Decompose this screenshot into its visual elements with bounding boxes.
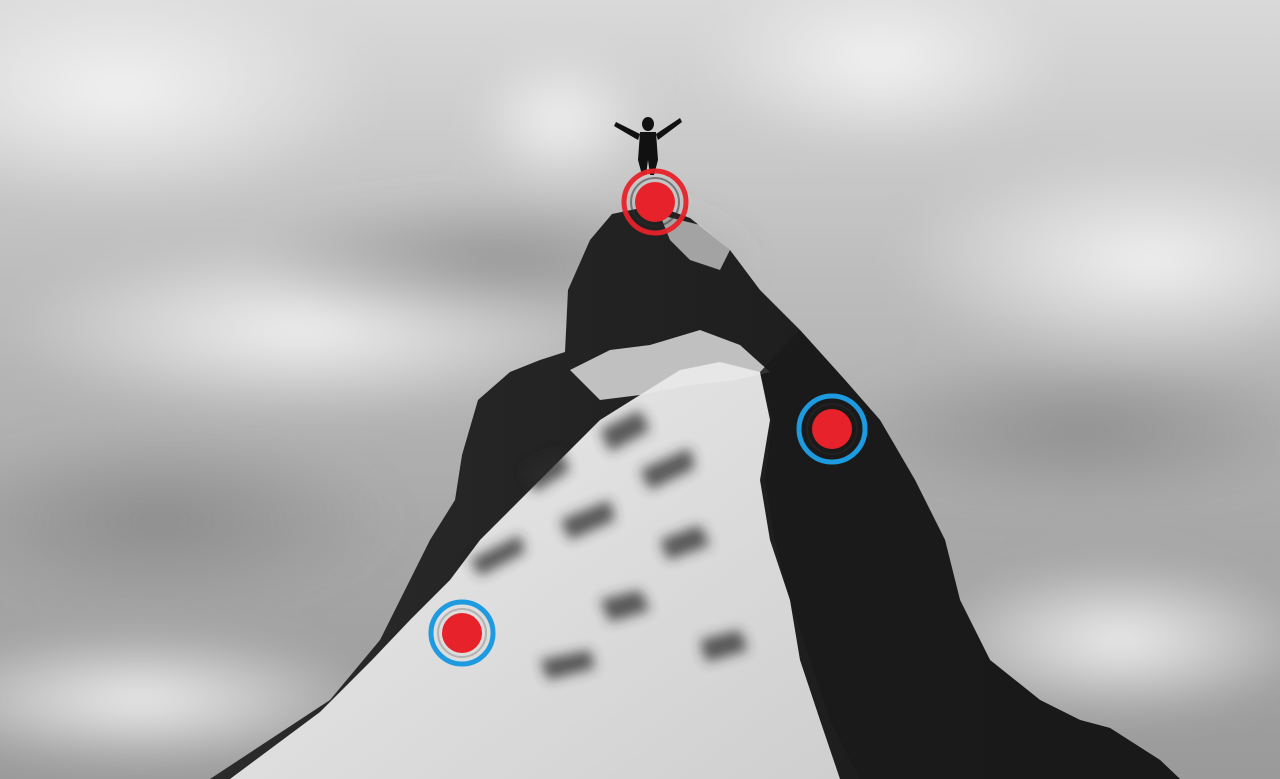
rock-streaks [470, 410, 748, 680]
mountain-snow-upper [570, 330, 770, 400]
waypoint-marker-east-ridge[interactable] [796, 393, 868, 465]
mountain-snow-ridge [660, 215, 730, 270]
mountain-east-face [760, 330, 1180, 779]
climber-figure [614, 117, 682, 175]
summit-marker[interactable] [621, 168, 689, 236]
waypoint-marker-snowfield[interactable] [428, 599, 496, 667]
